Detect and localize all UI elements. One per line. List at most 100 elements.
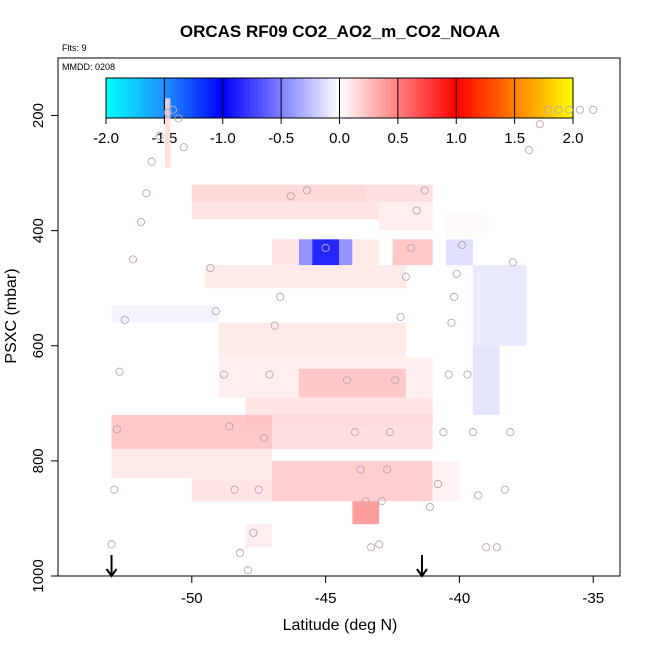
heatmap-cells	[111, 98, 527, 548]
colorbar-segment	[218, 78, 224, 118]
colorbar-segment	[362, 78, 368, 118]
colorbar-tick-label: 0.0	[329, 130, 350, 147]
flight-point	[351, 428, 360, 437]
heatmap-cell	[272, 460, 433, 502]
colorbar-segment	[545, 78, 551, 118]
colorbar-segment	[292, 78, 298, 118]
colorbar-segment	[109, 78, 115, 118]
heatmap-cell	[272, 239, 299, 266]
down-arrow-icon	[105, 555, 118, 578]
flight-point	[433, 479, 443, 488]
colorbar-tick-label: 0.5	[387, 130, 408, 147]
colorbar-segment	[265, 78, 271, 118]
flight-point	[286, 192, 295, 201]
colorbar-segment	[355, 78, 360, 118]
colorbar-segment	[238, 78, 243, 118]
flight-point	[500, 485, 509, 494]
heatmap-cell	[379, 201, 433, 231]
colorbar-segment	[172, 78, 177, 118]
colorbar-segment	[199, 78, 204, 118]
flight-point	[265, 370, 274, 379]
y-tick-label: 200	[30, 103, 47, 128]
x-tick-label: -40	[449, 590, 471, 607]
flight-point	[396, 312, 405, 322]
flight-point	[179, 143, 188, 152]
heatmap-cell	[392, 239, 433, 266]
flight-point	[169, 105, 178, 114]
colorbar-segment	[164, 78, 169, 118]
colorbar-segment	[117, 78, 123, 118]
flight-point	[385, 428, 394, 437]
flight-point	[249, 528, 258, 537]
heatmap-cell	[365, 184, 433, 202]
colorbar-segment	[214, 78, 220, 118]
colorbar-segment	[409, 78, 415, 118]
heatmap-cell	[352, 239, 380, 266]
colorbar-segment	[456, 78, 461, 118]
heatmap-cell	[298, 368, 406, 398]
heatmap-cell	[191, 201, 380, 220]
x-tick-label: -35	[582, 590, 604, 607]
colorbar-segment	[569, 78, 574, 118]
colorbar-segment	[304, 78, 309, 118]
colorbar-segment	[211, 78, 216, 118]
colorbar-segment	[553, 78, 559, 118]
flight-points	[107, 105, 598, 575]
flight-point	[420, 186, 429, 195]
flight-point	[407, 243, 416, 252]
heatmap-cell	[191, 184, 366, 202]
colorbar-segment	[253, 78, 259, 118]
flight-point	[412, 206, 421, 215]
colorbar-segment	[121, 78, 127, 118]
colorbar-segment	[222, 78, 228, 118]
y-axis: 200 400 600 800 1000	[30, 103, 58, 593]
colorbar-segment	[323, 78, 329, 118]
colorbar-segment	[281, 78, 286, 118]
colorbar-segment	[382, 78, 387, 118]
flight-point	[565, 105, 574, 114]
colorbar-segment	[234, 78, 239, 118]
colorbar-segment	[230, 78, 236, 118]
heatmap-cell	[432, 460, 460, 502]
flight-point	[401, 272, 410, 281]
colorbar-segment	[467, 78, 473, 118]
colorbar-segment	[366, 78, 372, 118]
flight-point	[447, 318, 456, 327]
colorbar-segment	[308, 78, 313, 118]
colorbar-segment	[518, 78, 524, 118]
colorbar-segment	[320, 78, 325, 118]
flight-point	[463, 370, 472, 379]
heatmap-cell	[298, 239, 313, 266]
flight-point	[383, 465, 392, 474]
y-tick-label: 800	[30, 448, 47, 473]
colorbar-tick-label: -1.5	[151, 130, 177, 147]
flight-point	[230, 485, 239, 494]
colorbar-segment	[277, 78, 282, 118]
down-arrow-icon	[416, 555, 428, 578]
colorbar-segment	[471, 78, 477, 118]
colorbar-segment	[479, 78, 485, 118]
flight-point	[321, 243, 330, 252]
colorbar-segment	[347, 78, 352, 118]
colorbar-segment	[405, 78, 411, 118]
colorbar-segment	[421, 78, 426, 118]
colorbar-segment	[351, 78, 356, 118]
flight-point	[367, 543, 376, 552]
colorbar-segment	[432, 78, 438, 118]
colorbar-segment	[561, 78, 566, 118]
colorbar-segment	[160, 78, 165, 118]
heatmap-cell	[272, 414, 433, 450]
chart-title: ORCAS RF09 CO2_AO2_m_CO2_NOAA	[180, 22, 500, 41]
flight-point	[302, 186, 311, 195]
colorbar-tick-label: 1.5	[504, 130, 525, 147]
heatmap-cell	[352, 501, 380, 525]
colorbar-segment	[312, 78, 317, 118]
heatmap-cell	[472, 345, 500, 415]
flight-point	[110, 485, 119, 494]
colorbar-segment	[397, 78, 403, 118]
flight-point	[391, 376, 400, 385]
heatmap-cell	[191, 478, 273, 502]
colorbar-segment	[300, 78, 306, 118]
colorbar-segment	[440, 78, 446, 118]
colorbar-segment	[195, 78, 200, 118]
